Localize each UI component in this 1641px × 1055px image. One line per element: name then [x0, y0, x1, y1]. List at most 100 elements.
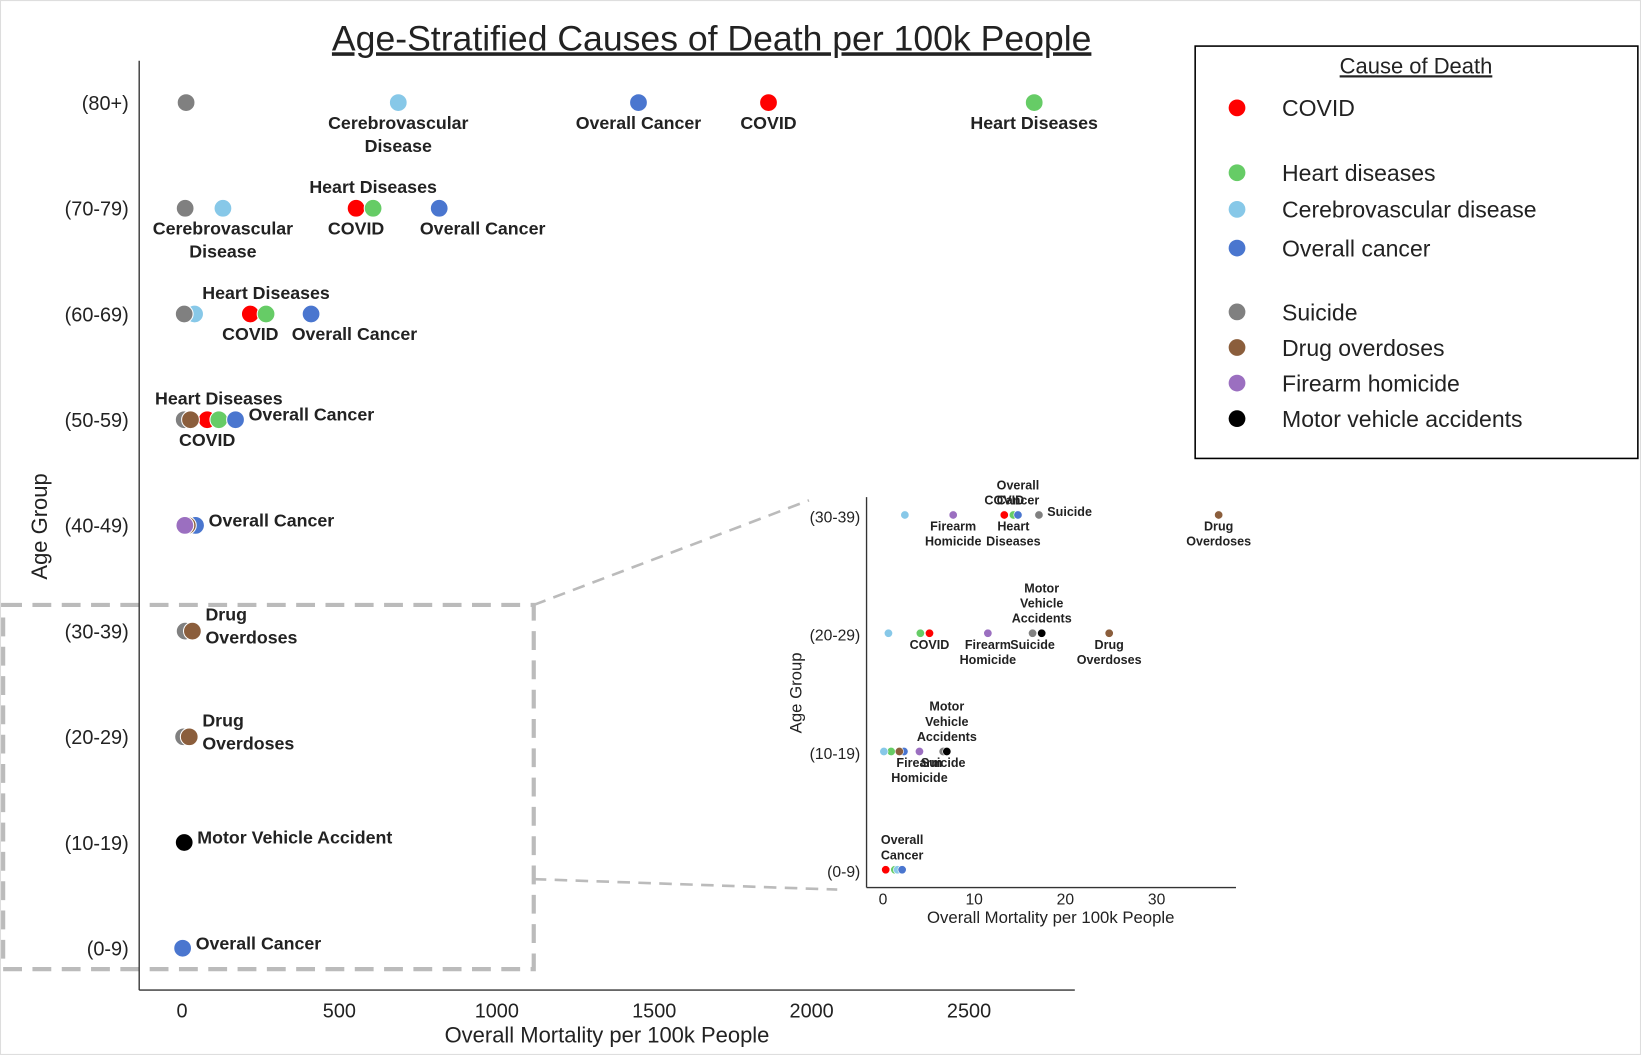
legend-marker: [1228, 339, 1246, 356]
data-point: [174, 304, 194, 324]
y-tick-label: (10-19): [65, 833, 129, 855]
x-tick-label: 0: [879, 891, 888, 908]
data-label-line: Overall Cancer: [209, 510, 335, 530]
legend-marker: [1228, 99, 1246, 117]
y-tick-label: (40-49): [65, 516, 129, 538]
data-label: Motor Vehicle Accidents: [1012, 581, 1072, 625]
data-label-line: Firearm: [965, 638, 1011, 652]
data-label-line: Firearm: [930, 520, 976, 534]
data-label: Drug Overdoses: [1186, 520, 1251, 549]
data-label-line: Heart Diseases: [309, 177, 437, 197]
x-tick-label: 30: [1148, 891, 1166, 908]
data-point: [1037, 628, 1047, 638]
data-point: [182, 621, 202, 641]
data-label: Motor Vehicle Accidents: [917, 700, 977, 744]
data-label-line: COVID: [179, 430, 235, 450]
data-label-line: Heart Diseases: [202, 283, 330, 303]
data-point: [759, 93, 778, 113]
data-label: Overall Cancer: [881, 833, 924, 862]
data-label: Suicide: [1010, 638, 1055, 652]
data-point: [948, 510, 958, 520]
data-label-line: COVID: [984, 493, 1024, 507]
data-label: COVID: [179, 430, 235, 450]
data-point: [629, 93, 648, 113]
y-tick-label: (0-9): [87, 939, 129, 961]
data-point: [914, 746, 924, 756]
data-point: [429, 198, 449, 218]
data-label-line: Suicide: [1047, 505, 1092, 519]
data-label-line: Accidents: [1012, 612, 1072, 626]
y-axis-title: Age Group: [27, 473, 52, 579]
data-label-line: Overall Cancer: [576, 113, 702, 133]
data-point: [915, 628, 925, 638]
data-label: COVID: [222, 324, 278, 344]
x-tick-label: 1000: [475, 1000, 519, 1022]
data-label: Overall Cancer: [292, 324, 418, 344]
y-tick-label: (30-39): [65, 621, 129, 643]
data-point: [881, 865, 891, 875]
data-label-line: Cerebrovascular: [328, 113, 468, 133]
legend-label: COVID: [1282, 95, 1355, 121]
data-point: [983, 628, 993, 638]
data-label: Suicide: [1047, 505, 1092, 519]
legend-marker: [1228, 303, 1246, 321]
legend-label: Overall cancer: [1282, 235, 1431, 261]
data-label-line: Disease: [365, 136, 432, 156]
x-tick-label: 2000: [790, 1000, 834, 1022]
data-label-line: Heart Diseases: [155, 389, 283, 409]
data-point: [1013, 510, 1023, 520]
data-label-line: Motor: [929, 700, 964, 714]
data-point: [924, 628, 934, 638]
data-label: Drug Overdoses: [205, 605, 297, 648]
data-label: Drug Overdoses: [1077, 638, 1142, 667]
x-tick-label: 20: [1057, 891, 1075, 908]
data-point: [363, 198, 383, 218]
data-label: Overall Cancer: [209, 510, 335, 530]
data-label-line: Overall Cancer: [196, 933, 322, 953]
data-label: Firearm Homicide: [925, 520, 981, 549]
data-label: Heart Diseases: [155, 389, 283, 409]
data-label-line: Overall Cancer: [420, 218, 546, 238]
data-point: [240, 304, 260, 324]
data-point: [388, 93, 408, 113]
data-label: Overall Cancer: [249, 405, 375, 425]
legend-marker: [1228, 239, 1246, 257]
data-label: COVID: [740, 113, 796, 133]
data-label: Overall Cancer: [420, 218, 546, 238]
data-label-line: Overall: [881, 833, 924, 847]
data-label-line: Drug: [1204, 520, 1233, 534]
x-tick-label: 2500: [947, 1000, 991, 1022]
data-label-line: Overall: [997, 478, 1040, 492]
data-point: [176, 93, 196, 113]
data-label-line: Disease: [189, 241, 256, 261]
y-tick-label: (50-59): [65, 410, 129, 432]
legend-label: Suicide: [1282, 299, 1358, 325]
data-point: [894, 746, 904, 756]
data-label-line: Drug: [1095, 638, 1124, 652]
data-label-line: Suicide: [1010, 638, 1055, 652]
data-point: [1034, 510, 1044, 520]
data-point: [209, 410, 229, 430]
data-label: COVID: [910, 638, 950, 652]
data-label-line: COVID: [328, 218, 384, 238]
data-label: Drug Overdoses: [202, 710, 294, 753]
data-label: Overall Cancer: [576, 113, 702, 133]
y-tick-label: (30-39): [810, 509, 861, 526]
data-label-line: Drug: [202, 710, 243, 730]
data-label-line: Overall Cancer: [292, 324, 418, 344]
data-point: [879, 746, 889, 756]
data-point: [174, 833, 194, 852]
data-label: Suicide: [921, 756, 966, 770]
x-tick-label: 500: [323, 1000, 356, 1022]
data-point: [1028, 628, 1038, 638]
data-point: [175, 515, 195, 535]
data-label-line: Diseases: [986, 535, 1040, 549]
x-axis-title: Overall Mortality per 100k People: [927, 908, 1174, 927]
data-label-line: Suicide: [921, 756, 966, 770]
data-label-line: Drug: [205, 605, 246, 625]
data-label-line: Accidents: [917, 730, 977, 744]
legend-marker: [1228, 374, 1246, 392]
data-label-line: COVID: [740, 113, 796, 133]
y-tick-label: (70-79): [65, 199, 129, 221]
